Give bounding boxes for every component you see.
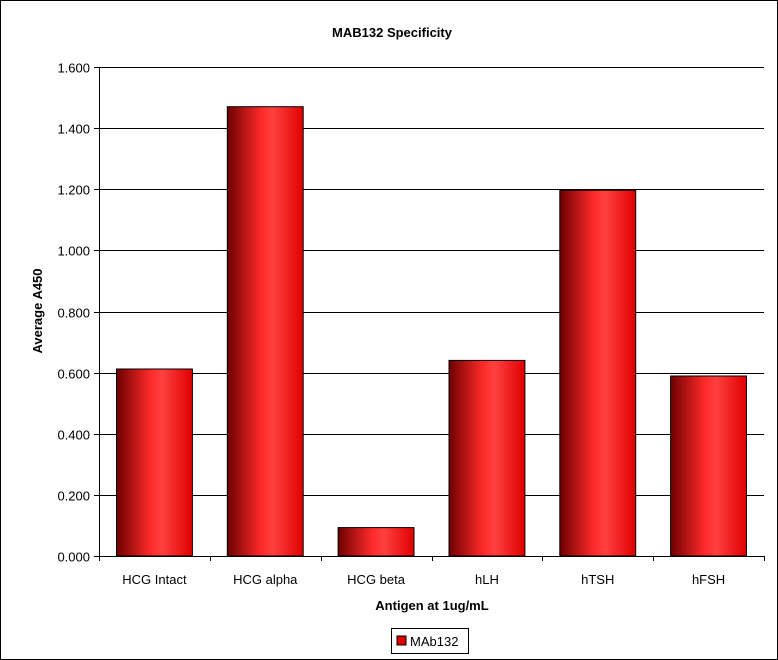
legend-swatch	[396, 635, 407, 646]
y-tick-label: 1.600	[57, 61, 90, 76]
x-tick-label: HCG beta	[347, 572, 406, 587]
legend-label: MAb132	[410, 634, 458, 649]
y-tick-label: 1.000	[57, 244, 90, 259]
y-axis-title: Average A450	[30, 268, 45, 353]
bar-hcg-intact	[116, 368, 193, 557]
x-tick-label: hTSH	[581, 572, 614, 587]
bar-hfsh	[670, 375, 747, 557]
gridlines	[94, 67, 764, 557]
y-tick-label: 0.400	[57, 428, 90, 443]
y-tick-label: 0.800	[57, 306, 90, 321]
x-tick-label: HCG Intact	[122, 572, 187, 587]
bar-hcg-alpha	[226, 106, 304, 557]
x-axis-title: Antigen at 1ug/mL	[375, 598, 488, 613]
axes	[99, 67, 765, 561]
y-tick-label: 0.600	[57, 367, 90, 382]
y-tick-label: 0.000	[57, 550, 90, 565]
x-tick-labels: HCG Intact HCG alpha HCG beta hLH hTSH hFSH	[122, 572, 725, 587]
bar-hcg-beta	[337, 527, 415, 557]
bars	[116, 106, 747, 557]
bar-htsh	[559, 189, 637, 557]
y-tick-labels: 0.000 0.200 0.400 0.600 0.800 1.000 1.200 1.400…	[57, 61, 90, 565]
y-tick-label: 1.200	[57, 183, 90, 198]
x-tick-label: HCG alpha	[233, 572, 298, 587]
bar-hlh	[448, 359, 526, 557]
y-tick-label: 1.400	[57, 122, 90, 137]
x-tick-label: hFSH	[692, 572, 725, 587]
legend: MAb132	[391, 628, 469, 654]
y-tick-label: 0.200	[57, 489, 90, 504]
x-tick-label: hLH	[475, 572, 499, 587]
chart-title: MAB132 Specificity	[332, 25, 453, 40]
